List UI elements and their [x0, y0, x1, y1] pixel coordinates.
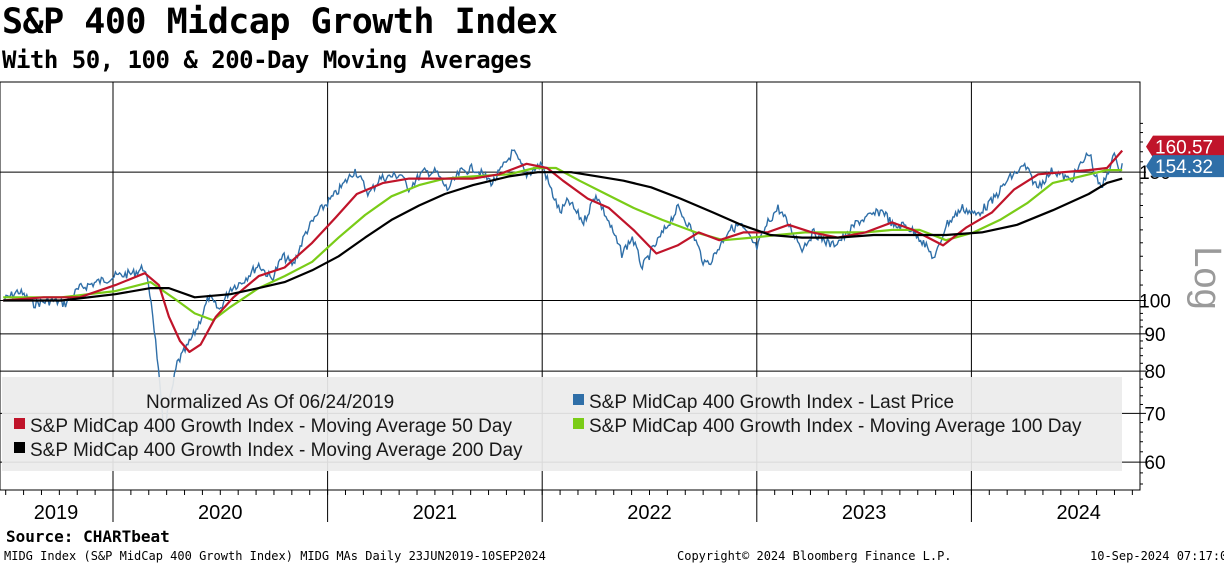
last-value-tag-label: 160.57: [1155, 138, 1213, 159]
series-line-ma200: [3, 171, 1123, 302]
last-value-tag-price: 154.32: [1146, 155, 1224, 178]
legend-swatch-last-price: [573, 394, 584, 405]
last-value-tag-bg: [1146, 135, 1224, 158]
x-year-label: 2024: [1056, 502, 1101, 524]
legend: Normalized As Of 06/24/2019 S&P MidCap 4…: [2, 377, 1122, 471]
x-axis: 2019 2020 2021 2022 2023 2024: [5, 490, 1133, 524]
last-value-tag-ma50: 160.57: [1146, 135, 1224, 159]
x-year-label: 2023: [842, 502, 887, 524]
chart-subtitle: With 50, 100 & 200-Day Moving Averages: [2, 46, 533, 74]
source-note: Source: CHARTbeat: [6, 527, 170, 546]
x-year-label: 2019: [34, 502, 79, 524]
copyright: Copyright© 2024 Bloomberg Finance L.P.: [677, 549, 952, 563]
legend-label-ma100: S&P MidCap 400 Growth Index - Moving Ave…: [589, 416, 1082, 437]
x-year-label: 2022: [627, 502, 672, 524]
series-line-ma100: [3, 166, 1123, 322]
legend-swatch-ma200: [14, 442, 25, 453]
legend-box: [2, 377, 1122, 471]
x-year-label: 2021: [413, 502, 458, 524]
log-scale-label: Log: [1186, 246, 1224, 309]
legend-label-ma50: S&P MidCap 400 Growth Index - Moving Ave…: [30, 416, 512, 437]
series-lines: [3, 149, 1124, 433]
legend-note: Normalized As Of 06/24/2019: [146, 392, 394, 413]
timestamp: 10-Sep-2024 07:17:03: [1090, 549, 1224, 563]
legend-label-last-price: S&P MidCap 400 Growth Index - Last Price: [589, 392, 954, 413]
chart-title: S&P 400 Midcap Growth Index: [2, 2, 558, 42]
legend-swatch-ma100: [573, 418, 584, 429]
y-tick-label: 80: [1144, 362, 1165, 383]
series-line-ma50: [3, 149, 1124, 353]
legend-swatch-ma50: [14, 418, 25, 429]
y-tick-label: 90: [1144, 325, 1165, 346]
y-tick-label: 70: [1144, 404, 1165, 425]
last-value-tag-bg: [1146, 155, 1224, 178]
series-line-last-price: [3, 149, 1123, 433]
y-tick-label: 100: [1139, 291, 1171, 312]
y-tick-label: 60: [1144, 453, 1165, 474]
ticker-line: MIDG Index (S&P MidCap 400 Growth Index)…: [4, 549, 546, 563]
legend-label-ma200: S&P MidCap 400 Growth Index - Moving Ave…: [30, 440, 523, 461]
y-axis: 60708090100150: [1139, 82, 1171, 490]
x-year-label: 2020: [198, 502, 243, 524]
last-value-tag-label: 154.32: [1155, 157, 1213, 178]
